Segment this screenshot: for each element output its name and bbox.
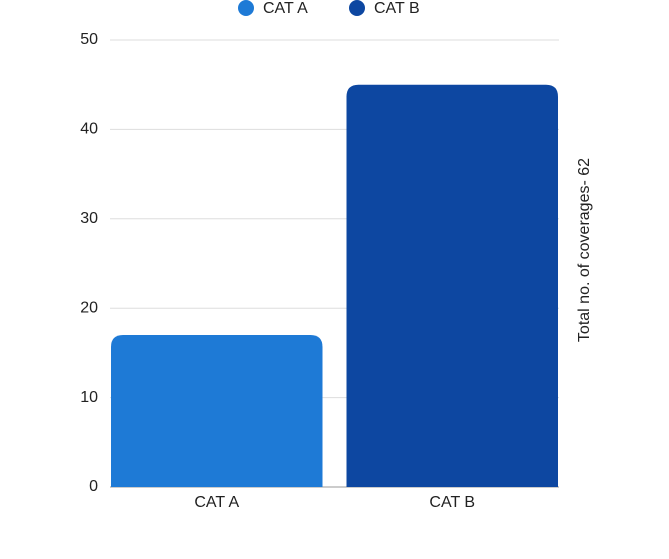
y-tick-label: 50 (80, 31, 98, 48)
legend-label: CAT A (263, 0, 308, 17)
legend-label: CAT B (374, 0, 420, 17)
bar (346, 84, 558, 487)
y-tick-label: 20 (80, 299, 98, 316)
bar (111, 335, 323, 487)
y-tick-label: 10 (80, 389, 98, 406)
y-tick-label: 30 (80, 210, 98, 227)
legend-swatch (238, 0, 254, 16)
y-tick-label: 0 (89, 478, 98, 495)
side-annotation: Total no. of coverages- 62 (576, 158, 593, 342)
x-tick-label: CAT B (429, 494, 475, 511)
legend-swatch (349, 0, 365, 16)
x-tick-label: CAT A (194, 494, 239, 511)
y-tick-label: 40 (80, 121, 98, 138)
